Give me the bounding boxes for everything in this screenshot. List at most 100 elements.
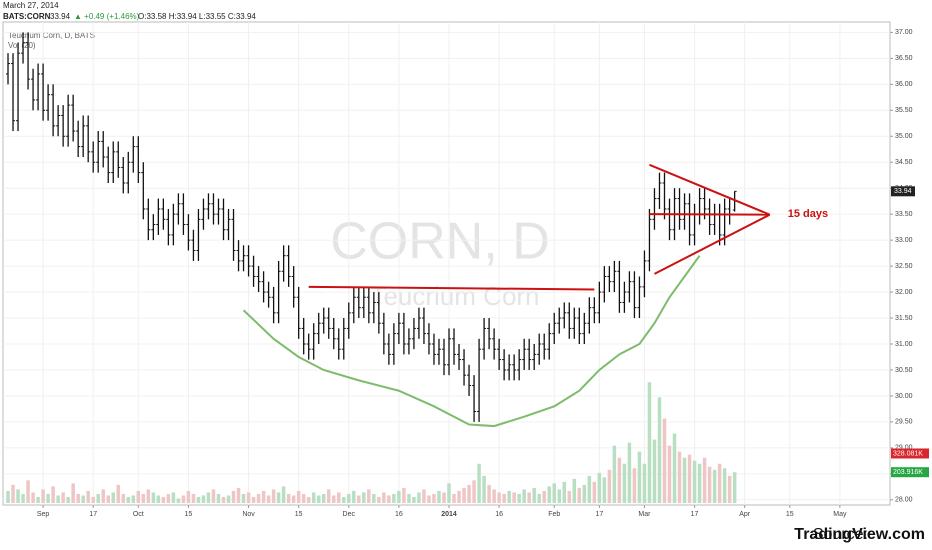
volume-bar	[537, 493, 541, 503]
volume-bar	[61, 492, 65, 503]
price-label: 33.94	[894, 188, 912, 195]
volume-bar	[181, 495, 186, 503]
volume-bar	[662, 418, 667, 503]
volume-bar	[612, 445, 617, 503]
x-tick-label: 17	[89, 511, 97, 518]
volume-bar	[627, 442, 632, 503]
volume-bar	[507, 490, 511, 503]
volume-bar	[337, 492, 341, 503]
volume-bar	[126, 496, 131, 503]
volume-bar	[402, 487, 406, 503]
volume-bar	[657, 397, 662, 503]
volume-bar	[467, 484, 471, 503]
x-tick-label: 2014	[441, 511, 457, 518]
volume-bar	[231, 490, 236, 503]
change: ▲ +0.49 (+1.46%)	[74, 12, 140, 21]
volume-ma-label: 328.081K	[893, 450, 923, 457]
volume-bar	[352, 490, 356, 503]
volume-bar	[722, 468, 727, 503]
volume-bar	[46, 493, 50, 503]
volume-bar	[342, 496, 346, 503]
volume-bar	[347, 493, 351, 503]
volume-bar	[667, 445, 672, 503]
volume-bar	[31, 492, 35, 503]
volume-bar	[362, 492, 366, 503]
volume-bar	[572, 478, 577, 503]
volume-bar	[412, 496, 416, 503]
volume-bar	[161, 496, 166, 503]
volume-bar	[311, 492, 316, 503]
volume-bar	[697, 463, 702, 503]
volume-bar	[387, 495, 391, 503]
volume-bar	[677, 451, 682, 503]
volume-bar	[617, 457, 622, 503]
y-tick-label: 29.00	[895, 445, 913, 452]
trend-line	[654, 213, 771, 275]
x-tick-label: 16	[495, 511, 503, 518]
volume-bar	[141, 493, 146, 503]
y-tick-label: 35.50	[895, 107, 913, 114]
volume-bar	[607, 469, 612, 503]
volume-bar	[291, 495, 296, 503]
volume-bar	[582, 484, 587, 503]
y-tick-label: 31.50	[895, 315, 913, 322]
volume-bar	[642, 463, 647, 503]
volume-bar	[527, 492, 531, 503]
ohlc: O:33.58 H:33.94 L:33.55 C:33.94	[138, 12, 256, 21]
volume-bar	[592, 481, 597, 503]
volume-bar	[286, 493, 291, 503]
x-tick-label: Nov	[242, 511, 255, 518]
volume-bar	[577, 487, 582, 503]
volume-bar	[171, 492, 176, 503]
volume-bar	[301, 493, 306, 503]
volume-bar	[512, 492, 516, 503]
volume-bar	[432, 493, 436, 503]
volume-bar	[552, 483, 556, 503]
volume-bar	[377, 496, 381, 503]
volume-bar	[261, 490, 266, 503]
y-tick-label: 35.00	[895, 133, 913, 140]
volume-bar	[457, 490, 461, 503]
volume-bar	[241, 493, 246, 503]
volume-bar	[216, 493, 221, 503]
volume-bar	[121, 493, 126, 503]
volume-bar	[632, 468, 637, 503]
volume-bar	[151, 492, 156, 503]
y-tick-label: 32.50	[895, 263, 913, 270]
volume-bar	[166, 493, 171, 503]
volume-bar	[717, 463, 722, 503]
volume-bar	[276, 492, 281, 503]
volume-bar	[652, 439, 657, 503]
volume-bar	[111, 492, 116, 503]
volume-bar	[442, 492, 446, 503]
y-tick-label: 34.50	[895, 159, 913, 166]
x-tick-label: 15	[295, 511, 303, 518]
volume-bar	[437, 490, 441, 503]
x-tick-label: Feb	[548, 511, 560, 518]
volume-bar	[106, 495, 110, 503]
volume-bar	[11, 484, 15, 503]
volume-bar	[76, 493, 80, 503]
volume-bar	[497, 492, 501, 503]
volume-bar	[672, 433, 677, 503]
volume-bar	[422, 489, 426, 503]
volume-bar	[326, 489, 331, 503]
volume-bar	[587, 475, 592, 503]
x-tick-label: May	[833, 511, 847, 518]
date: March 27, 2014	[3, 1, 59, 10]
volume-bar	[367, 489, 371, 503]
source-name: TradingView.com	[794, 526, 925, 543]
volume-bar	[532, 487, 536, 503]
volume-bar	[306, 496, 311, 503]
y-tick-label: 36.00	[895, 81, 913, 88]
volume-ma-box	[891, 448, 929, 459]
y-tick-label: 33.50	[895, 211, 913, 218]
volume-bar	[201, 495, 206, 503]
volume-bar	[146, 489, 151, 503]
volume-bar	[357, 495, 361, 503]
trend-line	[308, 285, 595, 291]
volume-bar	[206, 492, 211, 503]
y-tick-label: 32.00	[895, 289, 913, 296]
y-tick-label: 30.50	[895, 367, 913, 374]
